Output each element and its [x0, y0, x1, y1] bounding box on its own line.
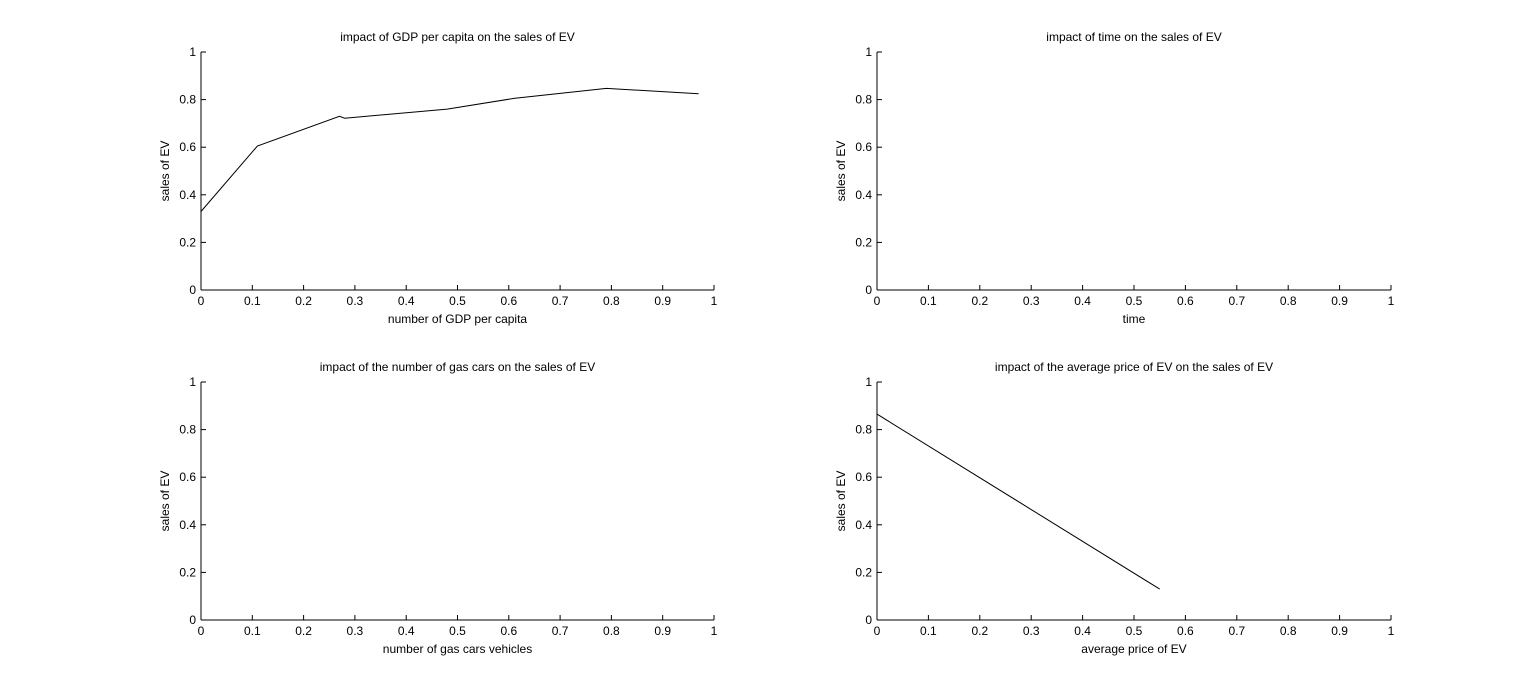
y-axis-label: sales of EV	[158, 141, 172, 202]
x-tick-label: 0.1	[920, 624, 937, 638]
x-tick-label: 0.8	[1280, 294, 1297, 308]
x-tick-label: 0.2	[295, 294, 312, 308]
chart-panel-4: 0 0.1 0.2 0.3 0.4 0.5 0.6 0.7 0.8 0.9 1 0 0.2 0.4 0.6 0…	[834, 360, 1395, 656]
x-tick-label: 0	[874, 624, 881, 638]
x-tick-label: 0.7	[552, 624, 569, 638]
x-tick-label: 0	[198, 624, 205, 638]
y-axis-label: sales of EV	[834, 471, 848, 532]
x-tick-label: 1	[1388, 294, 1395, 308]
x-tick-label: 0.8	[1280, 624, 1297, 638]
x-tick-label: 0.4	[398, 624, 415, 638]
y-tick-label: 0.8	[179, 93, 196, 107]
y-tick-label: 0.4	[855, 188, 872, 202]
x-tick-label: 1	[711, 624, 718, 638]
y-tick-label: 0.6	[179, 470, 196, 484]
x-tick-label: 0.6	[1177, 294, 1194, 308]
x-tick-label: 0.9	[1331, 624, 1348, 638]
chart-panel-2: 0 0.1 0.2 0.3 0.4 0.5 0.6 0.7 0.8 0.9 1 0 0.2 0.4 0.6 0…	[834, 30, 1395, 326]
x-tick-label: 0.6	[1177, 624, 1194, 638]
y-tick-label: 0	[189, 283, 196, 297]
chart-title: impact of the number of gas cars on the …	[320, 360, 595, 374]
x-tick-label: 0.7	[552, 294, 569, 308]
x-tick-label: 0.5	[449, 624, 466, 638]
y-tick-label: 0.4	[179, 518, 196, 532]
y-tick-label: 0.6	[855, 470, 872, 484]
x-tick-label: 0.1	[244, 294, 261, 308]
y-tick-label: 0.6	[179, 140, 196, 154]
x-tick-label: 0.4	[1074, 294, 1091, 308]
x-tick-label: 0	[874, 294, 881, 308]
y-tick-label: 1	[865, 375, 872, 389]
x-tick-label: 0.5	[449, 294, 466, 308]
x-tick-label: 0.7	[1228, 294, 1245, 308]
y-tick-label: 0.2	[855, 235, 872, 249]
chart-panel-3: 0 0.1 0.2 0.3 0.4 0.5 0.6 0.7 0.8 0.9 1 0 0.2 0.4 0.6 0…	[158, 360, 718, 656]
y-tick-label: 0.8	[179, 423, 196, 437]
x-tick-label: 0.7	[1228, 624, 1245, 638]
x-axis-label: number of gas cars vehicles	[383, 642, 532, 656]
x-tick-label: 0	[198, 294, 205, 308]
x-tick-label: 0.8	[603, 624, 620, 638]
x-tick-label: 0.9	[1331, 294, 1348, 308]
y-tick-label: 0.2	[179, 235, 196, 249]
y-tick-label: 1	[189, 45, 196, 59]
y-tick-label: 0.6	[855, 140, 872, 154]
y-tick-label: 1	[865, 45, 872, 59]
x-tick-label: 0.2	[971, 624, 988, 638]
y-tick-label: 0.8	[855, 423, 872, 437]
x-tick-label: 0.4	[1074, 624, 1091, 638]
y-tick-label: 0.8	[855, 93, 872, 107]
x-tick-label: 0.3	[347, 294, 364, 308]
series-line-1	[200, 87, 699, 212]
x-tick-label: 0.1	[244, 624, 261, 638]
x-tick-label: 0.6	[500, 294, 517, 308]
y-axis-label: sales of EV	[158, 471, 172, 532]
chart-title: impact of the average price of EV on the…	[995, 360, 1273, 374]
y-tick-label: 0.4	[855, 518, 872, 532]
x-tick-label: 1	[711, 294, 718, 308]
series-line-1	[876, 413, 1160, 590]
y-tick-label: 0	[865, 613, 872, 627]
x-axis-label: average price of EV	[1081, 642, 1186, 656]
x-tick-label: 0.4	[398, 294, 415, 308]
y-tick-label: 0	[865, 283, 872, 297]
y-tick-label: 0.2	[855, 565, 872, 579]
x-tick-label: 0.9	[654, 624, 671, 638]
y-tick-label: 0.2	[179, 565, 196, 579]
x-axis-label: time	[1123, 312, 1146, 326]
chart-panel-1: 0 0.1 0.2 0.3 0.4 0.5 0.6 0.7 0.8 0.9 1 0 0.2 0.4 0.6 0…	[158, 30, 718, 326]
y-tick-label: 1	[189, 375, 196, 389]
chart-title: impact of GDP per capita on the sales of…	[340, 30, 575, 44]
x-tick-label: 0.8	[603, 294, 620, 308]
x-tick-label: 0.1	[920, 294, 937, 308]
x-tick-label: 0.5	[1126, 294, 1143, 308]
x-tick-label: 0.6	[500, 624, 517, 638]
x-tick-label: 0.2	[971, 294, 988, 308]
y-tick-label: 0	[189, 613, 196, 627]
x-tick-label: 0.3	[347, 624, 364, 638]
y-axis-label: sales of EV	[834, 141, 848, 202]
chart-title: impact of time on the sales of EV	[1046, 30, 1221, 44]
x-tick-label: 1	[1388, 624, 1395, 638]
x-tick-label: 0.3	[1023, 624, 1040, 638]
x-axis-label: number of GDP per capita	[388, 312, 528, 326]
y-tick-label: 0.4	[179, 188, 196, 202]
x-tick-label: 0.3	[1023, 294, 1040, 308]
x-tick-label: 0.9	[654, 294, 671, 308]
x-tick-label: 0.5	[1126, 624, 1143, 638]
x-tick-label: 0.2	[295, 624, 312, 638]
